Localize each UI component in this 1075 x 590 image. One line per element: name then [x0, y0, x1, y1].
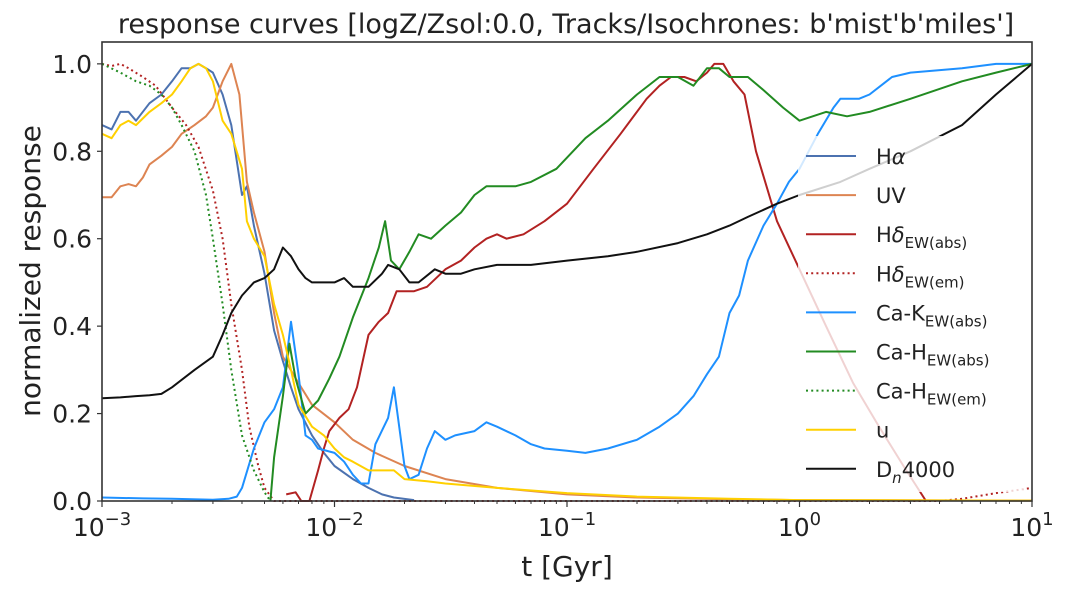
x-tick-exponent: −2 [337, 509, 364, 530]
x-tick-base: 10 [538, 513, 570, 542]
legend-label: Ca-HEW(em) [876, 380, 987, 409]
legend-label: UV [876, 184, 906, 208]
y-tick-label: 0.4 [52, 312, 92, 341]
legend-label: HδEW(abs) [876, 223, 967, 252]
legend-label: Ca-KEW(abs) [876, 301, 987, 330]
legend-label: Ca-HEW(abs) [876, 341, 989, 370]
y-tick-label: 1.0 [52, 50, 92, 79]
x-tick-exponent: −3 [105, 509, 132, 530]
series-line-7 [101, 62, 272, 502]
legend-label: u [876, 419, 889, 443]
y-tick-label: 0.2 [52, 400, 92, 429]
x-tick-label: 101 [1010, 509, 1053, 542]
y-tick-label: 0.0 [52, 487, 92, 516]
x-tick-label: 10−1 [538, 509, 596, 542]
series-line-9 [101, 63, 1033, 400]
series-line-5 [101, 62, 1032, 501]
legend-label: Hα [876, 145, 906, 169]
legend-label: HδEW(em) [876, 262, 965, 291]
series-line-2 [102, 62, 1033, 502]
y-tick-label: 0.8 [52, 137, 92, 166]
legend-box [798, 136, 1024, 492]
x-tick-exponent: 0 [810, 509, 821, 530]
x-tick-base: 10 [73, 513, 105, 542]
series-line-1 [101, 62, 415, 502]
legend-label: Dn4000 [876, 458, 955, 487]
x-tick-base: 10 [305, 513, 337, 542]
x-tick-exponent: −1 [570, 509, 597, 530]
x-tick-base: 10 [778, 513, 810, 542]
y-axis-ticks: 0.0 0.2 0.4 0.6 0.8 1.0 [52, 50, 102, 516]
series-line-8 [101, 62, 1033, 502]
plot-lines [101, 62, 1033, 502]
series-line-3 [285, 62, 927, 502]
x-tick-base: 10 [1010, 513, 1042, 542]
y-axis-label: normalized response [14, 125, 47, 417]
x-axis-ticks: 10−3 10−2 10−1 100 101 [73, 501, 1054, 542]
x-tick-label: 10−2 [305, 509, 363, 542]
y-tick-label: 0.6 [52, 225, 92, 254]
legend: Hα UV HδEW(abs) HδEW(em) Ca-KEW(abs) Ca-HEW(a… [798, 136, 1024, 492]
x-axis-label: t [Gyr] [521, 550, 613, 583]
x-tick-label: 10−3 [73, 509, 131, 542]
series-line-6 [269, 62, 1033, 502]
x-tick-exponent: 1 [1042, 509, 1053, 530]
chart-title: response curves [logZ/Zsol:0.0, Tracks/I… [118, 9, 1014, 40]
x-tick-label: 100 [778, 509, 821, 542]
